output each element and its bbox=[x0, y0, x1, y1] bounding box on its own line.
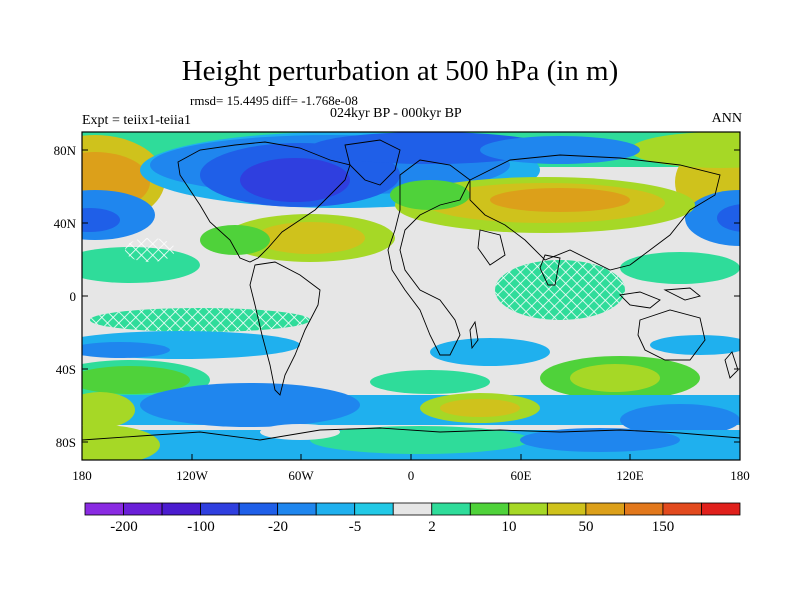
colorbar-box bbox=[431, 502, 471, 516]
colorbar-label: 10 bbox=[501, 519, 517, 535]
height-field bbox=[82, 132, 740, 460]
lat-label-0: 0 bbox=[70, 289, 77, 304]
lon-label-120e: 120E bbox=[616, 468, 644, 483]
colorbar-box bbox=[508, 502, 548, 516]
lon-label-60w: 60W bbox=[288, 468, 314, 483]
colorbar-box bbox=[84, 502, 124, 516]
colorbar-box bbox=[123, 502, 163, 516]
colorbar-label: -100 bbox=[187, 519, 215, 535]
lon-label-120w: 120W bbox=[176, 468, 209, 483]
colorbar-label: -200 bbox=[110, 519, 138, 535]
lon-label-180e: 180 bbox=[730, 468, 750, 483]
colorbar-box bbox=[392, 502, 433, 516]
lat-label-80s: 80S bbox=[56, 435, 76, 450]
colorbar-box bbox=[277, 502, 317, 516]
lon-label-180w: 180 bbox=[72, 468, 92, 483]
coastlines bbox=[82, 139, 740, 441]
colorbar-label: -20 bbox=[268, 519, 288, 535]
colorbar-box bbox=[624, 502, 664, 516]
axis-ticks bbox=[81, 149, 741, 460]
colorbar bbox=[84, 502, 741, 516]
rmsd-diff-label: rmsd= 15.4495 diff= -1.768e-08 bbox=[190, 93, 358, 108]
period-label: 024kyr BP - 000kyr BP bbox=[330, 106, 462, 121]
colorbar-box bbox=[315, 502, 356, 516]
colorbar-box bbox=[662, 502, 702, 516]
colorbar-box bbox=[238, 502, 279, 516]
colorbar-label: 2 bbox=[428, 519, 436, 535]
lon-label-0: 0 bbox=[408, 468, 415, 483]
colorbar-label: -5 bbox=[348, 519, 362, 535]
lon-label-60e: 60E bbox=[511, 468, 532, 483]
colorbar-box bbox=[354, 502, 394, 516]
lat-label-40s: 40S bbox=[56, 362, 76, 377]
season-label: ANN bbox=[711, 111, 742, 126]
colorbar-box bbox=[469, 502, 510, 516]
figure-title: Height perturbation at 500 hPa (in m) bbox=[181, 55, 619, 87]
colorbar-box bbox=[701, 502, 741, 516]
colorbar-box bbox=[200, 502, 240, 516]
colorbar-box bbox=[546, 502, 587, 516]
colorbar-box bbox=[585, 502, 625, 516]
lat-label-80n: 80N bbox=[54, 143, 77, 158]
colorbar-box bbox=[161, 502, 201, 516]
experiment-label: Expt = teiix1-teiia1 bbox=[82, 113, 191, 128]
colorbar-label: 50 bbox=[578, 519, 594, 535]
lat-label-40n: 40N bbox=[54, 216, 77, 231]
colorbar-label: 150 bbox=[651, 519, 675, 535]
